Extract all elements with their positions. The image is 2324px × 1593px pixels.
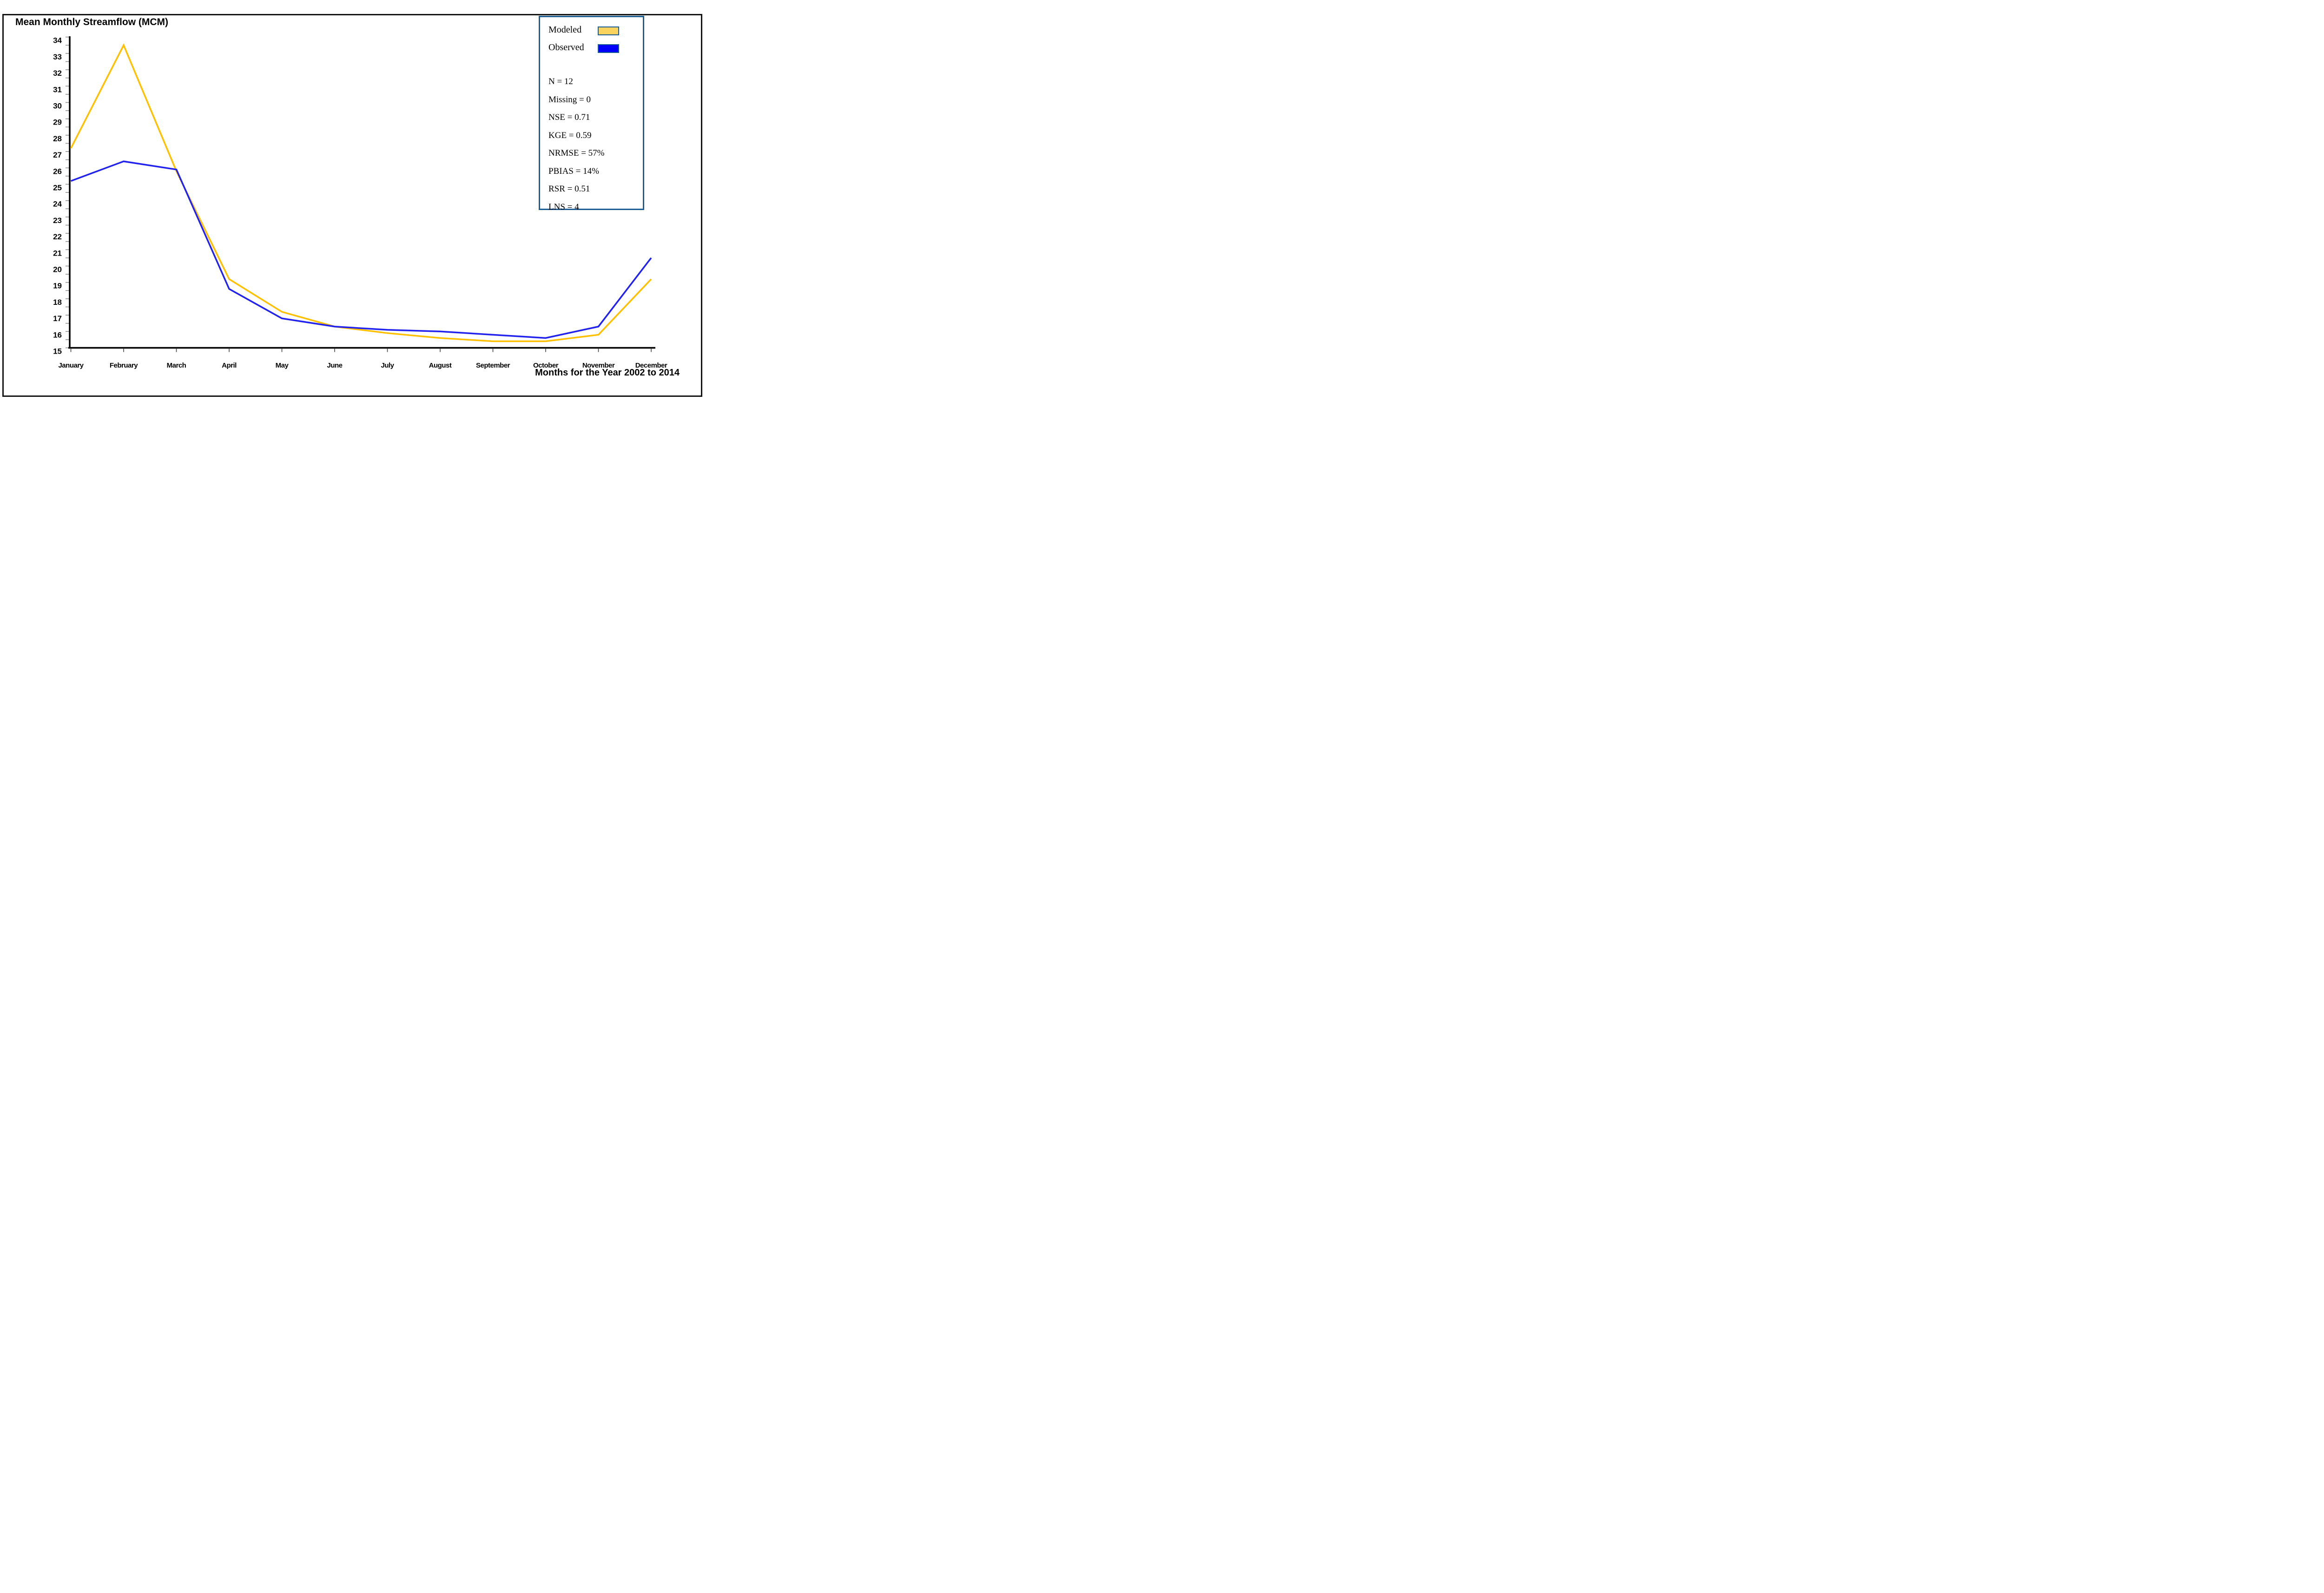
y-axis-label: 24 (53, 200, 62, 209)
legend-label-observed: Observed (548, 42, 584, 53)
y-axis-label: 33 (53, 53, 62, 61)
month-label: October (533, 362, 559, 369)
y-axis-label: 27 (53, 151, 62, 159)
month-label: July (381, 362, 394, 369)
month-label: May (276, 362, 289, 369)
stat-rsr: RSR = 0.51 (548, 184, 590, 194)
legend-label-modeled: Modeled (548, 25, 582, 35)
legend-swatch-modeled (598, 26, 619, 35)
month-label: December (635, 362, 667, 369)
modeled-line (70, 43, 652, 342)
month-label: January (58, 362, 84, 369)
stat-n: N = 12 (548, 77, 573, 87)
stat-missing: Missing = 0 (548, 94, 591, 105)
y-axis-label: 17 (53, 314, 62, 323)
chart-title: Mean Monthly Streamflow (MCM) (15, 17, 168, 27)
stat-lns: LNS = 4 (548, 202, 579, 212)
y-axis-label: 29 (53, 118, 62, 127)
stat-nrmse: NRMSE = 57% (548, 148, 605, 158)
y-axis-label: 18 (53, 298, 62, 307)
month-label: March (167, 362, 186, 369)
y-axis-label: 19 (53, 282, 62, 290)
y-axis-label: 22 (53, 232, 62, 241)
month-label: June (327, 362, 342, 369)
observed-line (70, 160, 652, 339)
y-axis-label: 30 (53, 102, 62, 111)
y-axis-label: 16 (53, 330, 62, 339)
streamflow-figure: Mean Monthly Streamflow (MCM) 15 16 17 18 19… (0, 0, 704, 398)
stat-pbias: PBIAS = 14% (548, 166, 599, 176)
stats-list: N = 12 Missing = 0 NSE = 0.71 KGE = 0.59… (548, 73, 639, 216)
legend-stats-box: Modeled Observed N = 12 Missing = 0 NSE … (539, 16, 644, 212)
y-axis-label: 34 (53, 36, 62, 45)
month-label: November (582, 362, 615, 369)
stat-kge: KGE = 0.59 (548, 130, 592, 140)
y-axis-label: 31 (53, 85, 62, 94)
y-axis-label: 32 (53, 69, 62, 78)
stat-nse: NSE = 0.71 (548, 112, 590, 123)
y-axis-label: 25 (53, 184, 62, 192)
y-axis-label: 28 (53, 134, 62, 143)
month-label: August (429, 362, 452, 369)
y-axis-label: 21 (53, 249, 62, 257)
y-axis-label: 20 (53, 265, 62, 274)
month-label: April (222, 362, 237, 369)
legend-swatch-observed (598, 44, 619, 53)
month-label: February (110, 362, 138, 369)
y-axis-label: 15 (53, 347, 62, 356)
y-axis-label: 23 (53, 216, 62, 225)
month-label: September (476, 362, 510, 369)
y-axis-label: 26 (53, 167, 62, 176)
x-axis-title: Months for the Year 2002 to 2014 (535, 368, 680, 378)
streamflow-chart: 15 16 17 18 19 20 21 22 23 24 25 26 27 28 29 30 31 32 33 34… (53, 36, 667, 369)
